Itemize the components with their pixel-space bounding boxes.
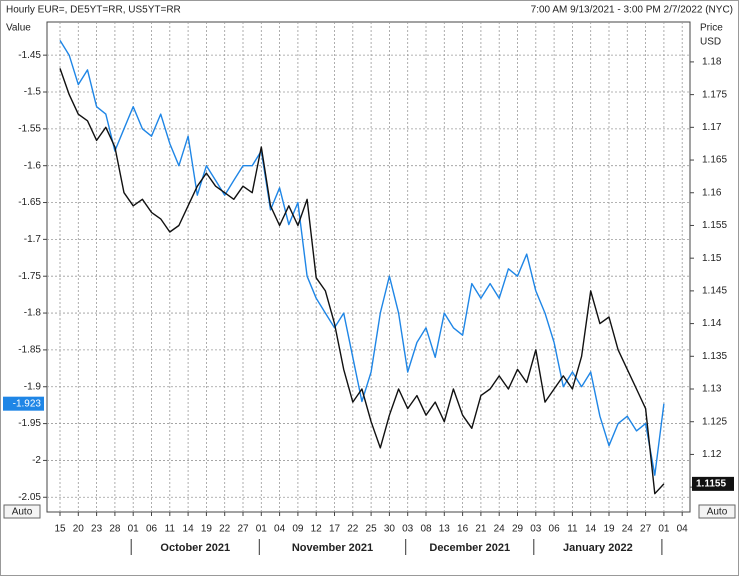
x-tick-label: 14 [183, 524, 195, 535]
x-tick-label: 13 [439, 524, 451, 535]
x-tick-label: 17 [329, 524, 341, 535]
chart-subtitle: 7:00 AM 9/13/2021 - 3:00 PM 2/7/2022 (NY… [531, 5, 733, 16]
x-tick-label: 27 [640, 524, 652, 535]
y-tick-label: -1.9 [24, 381, 42, 392]
y-tick-label: -2 [32, 455, 41, 466]
y2-tick-label: 1.13 [702, 384, 722, 395]
x-tick-label: 04 [274, 524, 286, 535]
y2-tick-label: 1.18 [702, 57, 722, 68]
x-tick-label: 03 [402, 524, 414, 535]
y-tick-label: -1.8 [24, 308, 42, 319]
x-tick-label: 11 [165, 524, 176, 535]
x-tick-label: 04 [677, 524, 689, 535]
y2-tick-label: 1.12 [702, 449, 722, 460]
y2-tick-label: 1.15 [702, 253, 722, 264]
x-tick-label: 06 [549, 524, 561, 535]
y2-tick-label: 1.165 [702, 155, 727, 166]
y-tick-label: -2.05 [18, 492, 41, 503]
last-value-badge [3, 396, 44, 411]
y-tick-label: -1.95 [18, 418, 41, 429]
last-value-label: 1.1155 [696, 479, 726, 490]
x-tick-label: 21 [475, 524, 487, 535]
y2-tick-label: 1.135 [702, 351, 727, 362]
y2-tick-label: 1.17 [702, 122, 722, 133]
x-tick-label: 24 [494, 524, 506, 535]
x-tick-label: 01 [128, 524, 140, 535]
last-value-label: -1.923 [13, 398, 42, 409]
y2-axis-label: USD [700, 37, 721, 48]
x-tick-label: 01 [256, 524, 268, 535]
auto-button-label[interactable]: Auto [12, 507, 33, 518]
x-tick-label: 16 [457, 524, 469, 535]
month-label: November 2021 [292, 542, 373, 554]
x-tick-label: 11 [567, 524, 578, 535]
y2-tick-label: 1.16 [702, 187, 722, 198]
x-tick-label: 28 [109, 524, 121, 535]
series-line [59, 68, 665, 495]
y-tick-label: -1.6 [24, 160, 42, 171]
x-tick-label: 20 [73, 524, 85, 535]
x-tick-label: 03 [530, 524, 542, 535]
x-tick-label: 15 [54, 524, 66, 535]
x-tick-label: 29 [512, 524, 524, 535]
chart-title: Hourly EUR=, DE5YT=RR, US5YT=RR [6, 5, 181, 16]
plot-area [46, 21, 691, 513]
series-line [59, 40, 665, 476]
y2-tick-label: 1.155 [702, 220, 727, 231]
y-tick-label: -1.45 [18, 50, 41, 61]
auto-button[interactable] [3, 504, 41, 519]
y-tick-label: -1.65 [18, 197, 41, 208]
last-value-badge [692, 476, 734, 491]
x-tick-label: 27 [237, 524, 249, 535]
month-label: January 2022 [563, 542, 633, 554]
x-tick-label: 01 [658, 524, 670, 535]
auto-button[interactable] [698, 504, 736, 519]
month-label: December 2021 [429, 542, 510, 554]
x-tick-label: 23 [91, 524, 103, 535]
x-tick-label: 12 [311, 524, 323, 535]
x-tick-label: 22 [219, 524, 231, 535]
x-tick-label: 09 [292, 524, 304, 535]
y2-tick-label: 1.14 [702, 318, 722, 329]
y-tick-label: -1.55 [18, 123, 41, 134]
y-tick-label: -1.75 [18, 271, 41, 282]
x-tick-label: 14 [585, 524, 597, 535]
x-tick-label: 25 [366, 524, 378, 535]
y-tick-label: -1.5 [24, 87, 42, 98]
x-tick-label: 24 [622, 524, 634, 535]
month-label: October 2021 [160, 542, 230, 554]
y-tick-label: -1.7 [24, 234, 42, 245]
x-tick-label: 30 [384, 524, 396, 535]
x-tick-label: 19 [603, 524, 615, 535]
auto-button-label[interactable]: Auto [707, 507, 728, 518]
y2-tick-label: 1.145 [702, 286, 727, 297]
y2-tick-label: 1.125 [702, 416, 727, 427]
x-tick-label: 06 [146, 524, 158, 535]
y2-axis-label: Price [700, 23, 723, 34]
x-tick-label: 19 [201, 524, 213, 535]
y-axis-label: Value [6, 23, 31, 34]
y2-tick-label: 1.175 [702, 89, 727, 100]
y-tick-label: -1.85 [18, 345, 41, 356]
x-tick-label: 08 [420, 524, 432, 535]
x-tick-label: 22 [347, 524, 359, 535]
